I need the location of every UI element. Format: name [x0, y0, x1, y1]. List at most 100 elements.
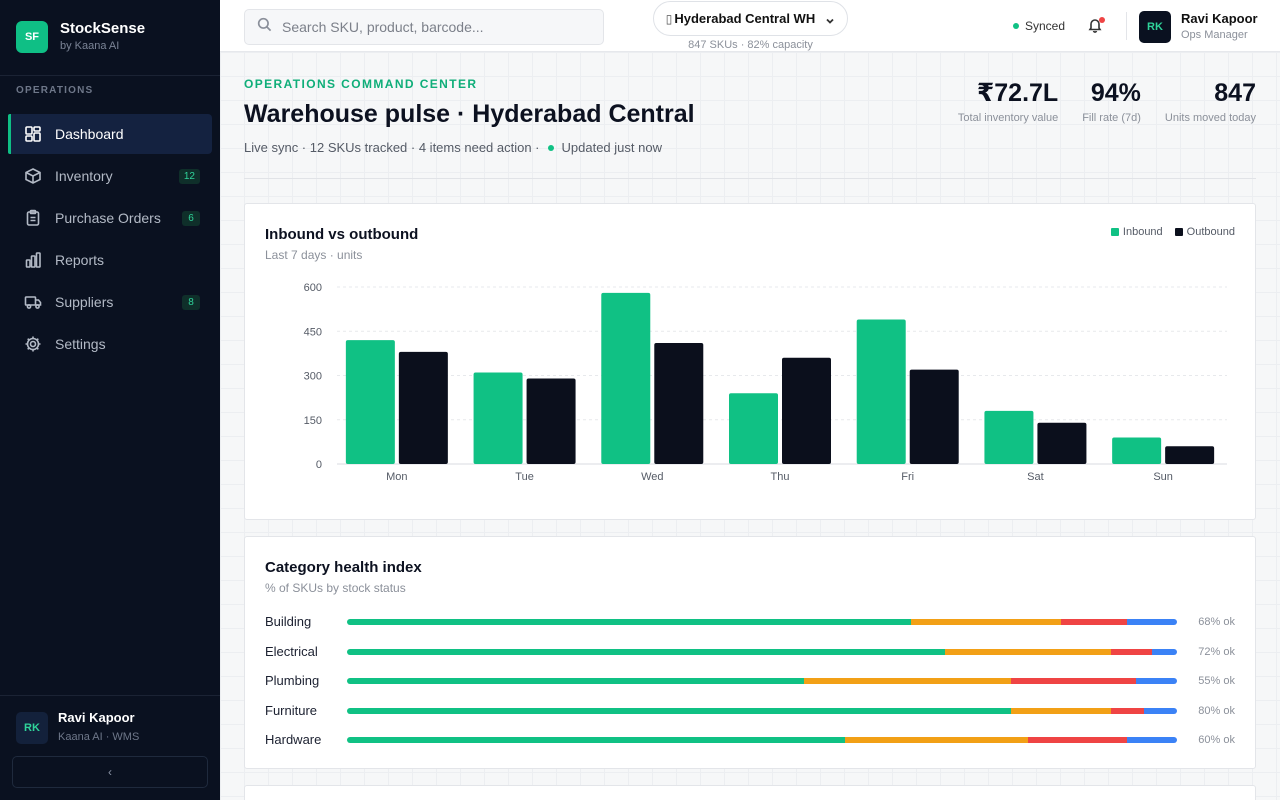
notifications-button[interactable]: [1087, 17, 1105, 35]
bar-outbound-sun[interactable]: [1165, 446, 1215, 464]
legend-label: Inbound: [1122, 226, 1163, 238]
kpi-label: Fill rate (7d): [1082, 112, 1141, 124]
stacked-bar: [347, 678, 1177, 684]
bar-outbound-fri[interactable]: [909, 369, 959, 464]
kpi-inventory-value: ₹72.7L Total inventory value: [958, 78, 1058, 124]
bar-outbound-wed[interactable]: [654, 343, 704, 464]
health-row-furniture[interactable]: Furniture 80% ok: [265, 701, 1235, 721]
main-content: OPERATIONS COMMAND CENTER Warehouse puls…: [220, 52, 1280, 800]
bar-inbound-thu[interactable]: [729, 393, 778, 464]
status-dot: [547, 144, 554, 151]
kpi-strip: ₹72.7L Total inventory value 94% Fill ra…: [934, 78, 1256, 124]
legend-item-outbound[interactable]: Outbound: [1174, 226, 1235, 238]
box-icon: [24, 167, 42, 185]
kpi-label: Units moved today: [1164, 112, 1256, 124]
sidebar-item-settings[interactable]: Settings: [8, 324, 212, 364]
nav-badge: 12: [178, 169, 200, 184]
search-input[interactable]: [282, 19, 582, 35]
inbound-outbound-chart: 0 150 300 450 600 Mon Tue Wed Thu Fri Sat Sun: [304, 282, 1227, 483]
sidebar-item-label: Dashboard: [55, 126, 124, 142]
sidebar-item-purchase-orders[interactable]: Purchase Orders 6: [8, 198, 212, 238]
bar-inbound-sat[interactable]: [984, 410, 1034, 464]
x-tick-label: Mon: [386, 471, 407, 483]
user-menu[interactable]: RK Ravi Kapoor Ops Manager: [1139, 11, 1258, 43]
sidebar-item-inventory[interactable]: Inventory 12: [8, 156, 212, 196]
bar-inbound-tue[interactable]: [473, 372, 523, 464]
sidebar-item-reports[interactable]: Reports: [8, 240, 212, 280]
sidebar-item-label: Reports: [55, 252, 105, 268]
notification-dot: [1099, 17, 1105, 23]
sidebar-divider: [0, 75, 220, 76]
sidebar-item-label: Suppliers: [55, 294, 114, 310]
legend-swatch: [1174, 228, 1183, 236]
card-title: Inbound vs outbound: [265, 226, 419, 243]
warehouse-name: Hyderabad Central WH: [674, 11, 816, 26]
bar-segment-critical: [1060, 619, 1128, 625]
x-tick-label: Sat: [1027, 471, 1044, 483]
card-subtitle: % of SKUs by stock status: [265, 581, 406, 595]
brand-logo: SF: [16, 21, 48, 53]
bar-outbound-thu[interactable]: [782, 357, 831, 464]
bar-segment-low: [845, 737, 1028, 743]
sidebar-user[interactable]: RK Ravi Kapoor Kaana AI · WMS: [16, 710, 139, 745]
bar-outbound-sat[interactable]: [1037, 422, 1087, 464]
health-row-plumbing[interactable]: Plumbing 55% ok: [265, 671, 1235, 691]
health-row-hardware[interactable]: Hardware 60% ok: [265, 730, 1235, 750]
y-tick-label: 450: [304, 326, 322, 338]
sidebar: SF StockSense by Kaana AI OPERATIONS Das…: [0, 0, 220, 800]
stacked-bar: [347, 619, 1177, 625]
stacked-bar: [347, 648, 1177, 655]
brand-name: StockSense: [60, 20, 146, 37]
avatar: RK: [16, 711, 48, 744]
sidebar-item-label: Inventory: [55, 168, 113, 184]
bar-segment-ok: [347, 737, 845, 743]
page-eyebrow: OPERATIONS COMMAND CENTER: [244, 77, 478, 91]
page-title: Warehouse pulse · Hyderabad Central: [244, 100, 695, 128]
chevron-down-icon: [825, 14, 835, 24]
sidebar-item-dashboard[interactable]: Dashboard: [8, 114, 212, 154]
sidebar-item-suppliers[interactable]: Suppliers 8: [8, 282, 212, 322]
bar-segment-low: [911, 619, 1061, 625]
chart-legend: Inbound Outbound: [1099, 226, 1235, 238]
sidebar-divider: [0, 695, 220, 696]
health-row-electrical[interactable]: Electrical 72% ok: [265, 642, 1235, 662]
warehouse-selector[interactable]: ▯ Hyderabad Central WH: [653, 1, 848, 36]
brand[interactable]: SF StockSense by Kaana AI: [16, 20, 145, 54]
health-row-pct: 55% ok: [1198, 675, 1235, 687]
chevron-left-icon: ‹: [108, 765, 112, 779]
x-tick-label: Wed: [641, 471, 663, 483]
bar-inbound-fri[interactable]: [856, 319, 906, 464]
page-subtitle: Live sync · 12 SKUs tracked · 4 items ne…: [244, 140, 662, 155]
user-name: Ravi Kapoor: [1181, 11, 1258, 26]
health-row-building[interactable]: Building 68% ok: [265, 612, 1235, 632]
category-health-card: Category health index % of SKUs by stock…: [244, 536, 1256, 769]
collapse-sidebar-button[interactable]: ‹: [12, 756, 208, 788]
bar-chart-icon: [24, 251, 42, 269]
x-tick-label: Sun: [1153, 471, 1173, 483]
kpi-fill-rate: 94% Fill rate (7d): [1082, 78, 1141, 124]
page-subtitle-text: Live sync · 12 SKUs tracked · 4 items ne…: [244, 140, 540, 155]
stacked-bar: [347, 707, 1177, 714]
bar-inbound-sun[interactable]: [1112, 437, 1162, 464]
nav-badge: 8: [182, 295, 200, 310]
bar-segment-low: [1011, 707, 1111, 714]
bar-segment-overstock: [1152, 648, 1177, 655]
bar-outbound-tue[interactable]: [526, 378, 576, 464]
sidebar-section-label: OPERATIONS: [16, 85, 94, 96]
user-role: Ops Manager: [1181, 29, 1248, 41]
sidebar-user-sub: Kaana AI · WMS: [58, 731, 140, 743]
y-tick-label: 600: [304, 282, 322, 294]
bar-inbound-mon[interactable]: [345, 340, 395, 464]
bar-inbound-wed[interactable]: [601, 292, 651, 464]
bar-segment-low: [803, 678, 1011, 684]
legend-swatch: [1110, 228, 1119, 236]
y-tick-label: 0: [316, 459, 322, 471]
header-divider: [244, 178, 1256, 179]
legend-item-inbound[interactable]: Inbound: [1110, 226, 1163, 238]
kpi-value: 94%: [1090, 79, 1141, 107]
health-row-pct: 68% ok: [1198, 616, 1235, 628]
sync-label: Synced: [1025, 19, 1066, 33]
search-box[interactable]: [244, 9, 604, 45]
bar-segment-critical: [1110, 648, 1153, 655]
bar-outbound-mon[interactable]: [398, 351, 448, 464]
